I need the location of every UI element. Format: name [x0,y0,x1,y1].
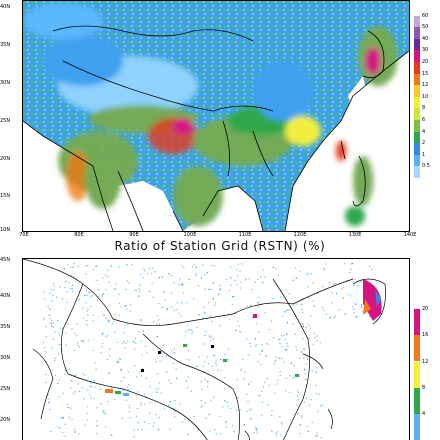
lat-label: 40N [0,293,11,299]
lon-label: 110E [238,232,252,238]
colorbar-swatch [414,15,420,28]
colorbar-swatch [414,309,420,336]
colorbar-swatch [414,108,420,120]
lat-label: 20N [0,156,11,162]
lon-label: 130E [348,232,362,238]
colorbar-swatches [414,4,420,178]
colorbar-swatch [414,166,420,178]
colorbar-swatch [414,413,420,440]
lon-label: 100E [183,232,197,238]
colorbar-swatch [414,120,420,132]
colorbar-top: 60 50 40 30 20 15 12 10 8 6 4 2 1 0.5 [414,4,440,178]
colorbar-label: 8 [422,384,426,391]
colorbar-swatch [414,283,420,310]
lat-label: 25N [0,386,11,392]
colorbar-label: 12 [422,82,429,89]
lat-label: 20N [0,417,11,423]
colorbar-swatch [414,38,420,51]
colorbar-label: 50 [422,24,429,31]
colorbar-label: 16 [422,332,429,339]
colorbar-bottom: 20 16 12 8 4 [414,283,440,440]
colorbar-label: 4 [422,128,426,135]
colorbar-label: 4 [422,410,426,417]
colorbar-labels: 20 16 12 8 4 [422,283,440,440]
colorbar-label: 20 [422,306,429,313]
lat-label: 10N [0,227,11,233]
colorbar-label: 20 [422,59,429,65]
colorbar-swatch [414,361,420,388]
colorbar-swatch [414,85,420,97]
lat-label: 35N [0,324,11,330]
colorbar-labels: 60 50 40 30 20 15 12 10 8 6 4 2 1 0.5 [422,4,440,178]
colorbar-label: 15 [422,70,429,77]
lat-label: 30N [0,355,11,361]
colorbar-swatch [414,4,420,16]
colorbar-swatches [414,283,420,440]
colorbar-label: 12 [422,358,429,365]
colorbar-label: 40 [422,35,429,42]
colorbar-label: 8 [422,105,426,112]
colorbar-swatch [414,131,420,144]
station-ratio-map [23,259,409,440]
colorbar-swatch [414,27,420,39]
colorbar-swatch [414,96,420,109]
colorbar-label: 0.5 [422,163,430,170]
colorbar-swatch [414,62,420,74]
colorbar-swatch [414,143,420,155]
lat-label: 25N [0,118,11,124]
colorbar-label: 60 [422,12,429,19]
colorbar-swatch [414,154,420,167]
lat-label: 30N [0,80,11,86]
colorbar-swatch [414,387,420,414]
colorbar-label: 10 [422,93,429,100]
lon-label: 80E [74,232,84,238]
lat-label: 15N [0,193,11,199]
lon-label: 90E [129,232,139,238]
map-frame-top [22,0,410,232]
lat-label: 45N [0,257,11,263]
colorbar-label: 6 [422,117,426,123]
colorbar-label: 30 [422,47,429,54]
lon-label: 120E [293,232,307,238]
colorbar-swatch [414,335,420,362]
lat-label: 40N [0,4,11,10]
lon-label: 140E [403,232,417,238]
colorbar-label: 1 [422,151,426,158]
map-title: Ratio of Station Grid (RSTN) (%) [114,239,326,253]
lon-label: 70E [19,232,29,238]
colorbar-label: 2 [422,140,426,147]
colorbar-swatch [414,50,420,62]
lat-label: 35N [0,42,11,48]
map-frame-bottom [22,258,410,440]
precipitation-map [23,1,409,231]
colorbar-swatch [414,73,420,86]
